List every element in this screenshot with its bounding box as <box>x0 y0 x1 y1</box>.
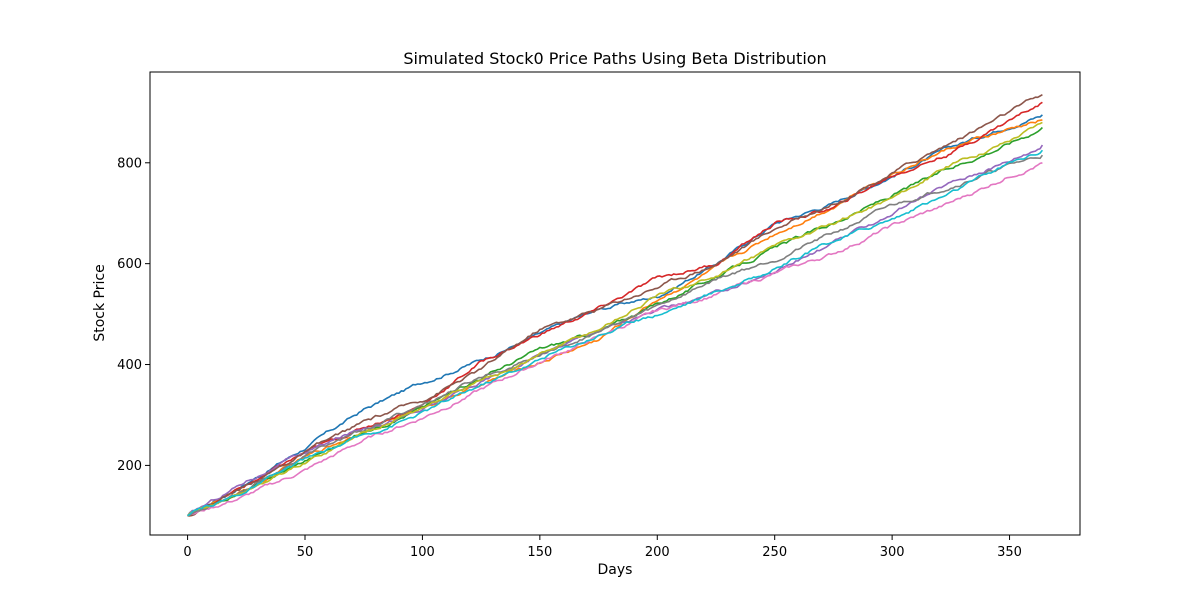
x-tick-label: 250 <box>762 545 787 560</box>
series-line-3 <box>187 126 1043 517</box>
x-tick-label: 350 <box>997 545 1022 560</box>
x-tick-label: 300 <box>880 545 905 560</box>
y-tick-label: 200 <box>117 459 142 474</box>
chart-title: Simulated Stock0 Price Paths Using Beta … <box>403 49 826 68</box>
series-line-2 <box>187 119 1043 517</box>
plot-lines <box>186 94 1044 517</box>
x-tick-label: 100 <box>410 545 435 560</box>
y-axis-label: Stock Price <box>92 264 108 341</box>
x-tick-label: 50 <box>297 545 314 560</box>
series-line-6 <box>187 94 1043 517</box>
x-axis-label: Days <box>598 562 633 578</box>
y-tick-label: 400 <box>117 358 142 373</box>
x-tick-label: 150 <box>527 545 552 560</box>
series-line-9 <box>187 121 1043 517</box>
series-line-7 <box>187 162 1043 517</box>
series-line-10 <box>187 149 1044 517</box>
plot-frame <box>149 71 1081 536</box>
x-tick-label: 200 <box>645 545 670 560</box>
y-tick-label: 800 <box>117 156 142 171</box>
y-tick-label: 600 <box>117 257 142 272</box>
y-axis: 200 400 600 800 <box>117 156 150 474</box>
x-axis: 0 50 100 150 200 250 300 350 <box>183 535 1022 560</box>
series-line-4 <box>187 101 1043 517</box>
x-tick-label: 0 <box>183 545 191 560</box>
series-line-8 <box>187 154 1044 517</box>
